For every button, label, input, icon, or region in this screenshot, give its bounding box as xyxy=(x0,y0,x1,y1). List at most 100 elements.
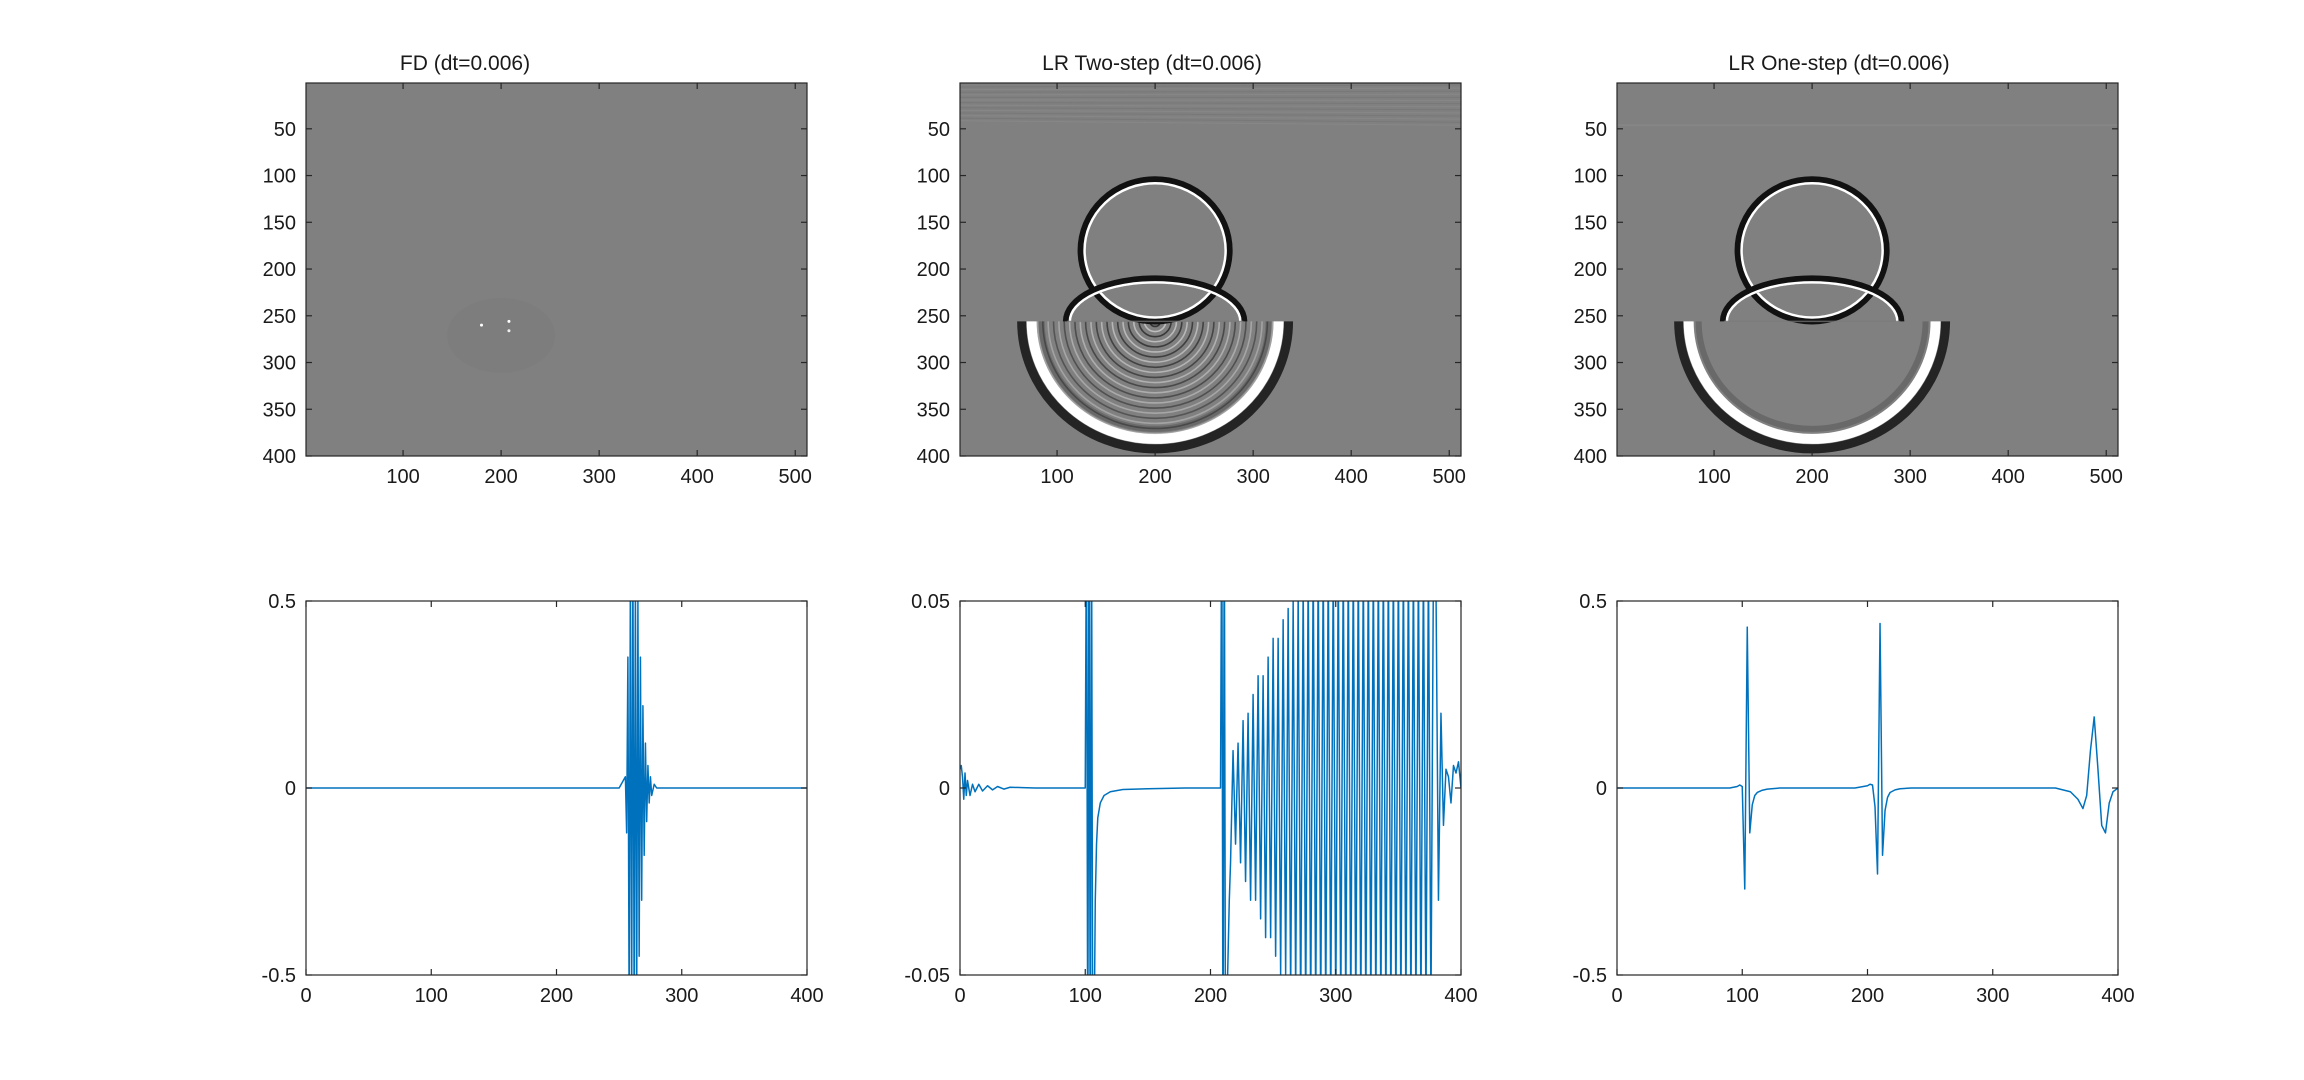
panel-lr-one-step-wavefield: LR One-step (dt=0.006) 100 200 300 400 500 50… xyxy=(1574,52,2123,488)
striation-artifact xyxy=(960,90,1461,93)
x-tick-label: 400 xyxy=(1992,466,2025,488)
dispersion-ring xyxy=(1127,321,1183,348)
y-tick-label: 200 xyxy=(917,259,950,281)
x-tick-label: 0 xyxy=(1611,985,1622,1007)
x-tick-label: 200 xyxy=(1194,985,1227,1007)
y-tick-label: 100 xyxy=(263,166,296,188)
y-tick-label: -0.05 xyxy=(904,965,950,987)
x-tick-label: 300 xyxy=(582,466,615,488)
direct-wavefront-dark xyxy=(1062,275,1248,322)
striation-artifact xyxy=(960,107,1461,111)
striation-artifact xyxy=(960,117,1461,123)
panel-title: FD (dt=0.006) xyxy=(400,52,530,75)
dispersion-ring xyxy=(1052,321,1258,419)
striation-artifact xyxy=(960,87,1461,91)
dispersion-ring xyxy=(1116,321,1194,358)
dispersion-ring xyxy=(1068,321,1242,404)
x-tick-label: 400 xyxy=(1444,985,1477,1007)
x-tick-label: 100 xyxy=(386,466,419,488)
lower-wavefront-bright xyxy=(1683,321,1941,444)
series-line xyxy=(306,601,807,975)
x-tick-label: 200 xyxy=(1795,466,1828,488)
y-tick-label: 300 xyxy=(1574,353,1607,375)
y-tick-label: 0 xyxy=(1596,778,1607,800)
panel-lr-one-step-trace: 0 100 200 300 400-0.500.5 xyxy=(1573,591,2135,1007)
x-tick-label: 500 xyxy=(1433,466,1466,488)
y-tick-label: 0.5 xyxy=(268,591,296,613)
x-tick-label: 0 xyxy=(954,985,965,1007)
y-tick-label: -0.5 xyxy=(262,965,296,987)
dispersion-ring xyxy=(1090,321,1221,384)
y-tick-label: 100 xyxy=(917,166,950,188)
heatmap-background xyxy=(960,83,1461,456)
panel-fd-wavefield: FD (dt=0.006) 100 200 300 400 500 50 100 150 200… xyxy=(263,52,812,488)
x-tick-label: 400 xyxy=(2101,985,2134,1007)
dispersion-ring xyxy=(1047,321,1263,424)
artifact-speck xyxy=(507,329,511,333)
x-tick-label: 400 xyxy=(1335,466,1368,488)
dispersion-ring xyxy=(1036,321,1274,435)
y-tick-label: 0 xyxy=(939,778,950,800)
striation-artifact xyxy=(960,104,1461,108)
x-tick-label: 500 xyxy=(779,466,812,488)
y-tick-label: 150 xyxy=(917,212,950,234)
y-tick-label: 250 xyxy=(917,306,950,328)
lower-wavefront-shadow xyxy=(1695,321,1929,432)
x-tick-label: 400 xyxy=(790,985,823,1007)
y-tick-label: -0.5 xyxy=(1573,965,1607,987)
dispersion-ring xyxy=(1143,321,1167,333)
y-tick-label: 250 xyxy=(1574,306,1607,328)
x-tick-label: 100 xyxy=(1697,466,1730,488)
dispersion-ring xyxy=(1058,321,1253,414)
lower-wavefront-dark xyxy=(1017,321,1294,453)
x-tick-label: 300 xyxy=(1976,985,2009,1007)
dispersion-ring xyxy=(1106,321,1205,368)
heatmap-background xyxy=(1617,83,2118,456)
y-tick-label: 100 xyxy=(1574,166,1607,188)
dispersion-ring xyxy=(1132,321,1178,343)
y-tick-label: 300 xyxy=(263,353,296,375)
x-tick-label: 100 xyxy=(1069,985,1102,1007)
y-tick-label: 400 xyxy=(1574,446,1607,468)
dispersion-ring xyxy=(1122,321,1188,353)
y-tick-label: 250 xyxy=(263,306,296,328)
series-line xyxy=(1617,622,2118,890)
x-tick-label: 200 xyxy=(484,466,517,488)
x-tick-label: 500 xyxy=(2090,466,2123,488)
x-tick-label: 200 xyxy=(540,985,573,1007)
direct-wavefront-dark xyxy=(1719,275,1905,322)
striation-artifact xyxy=(960,112,1461,117)
striation-artifact xyxy=(960,84,1461,88)
y-tick-label: 50 xyxy=(928,119,950,141)
y-tick-label: 200 xyxy=(1574,259,1607,281)
x-tick-label: 300 xyxy=(1319,985,1352,1007)
dispersion-ring xyxy=(1100,321,1210,373)
y-tick-label: 350 xyxy=(1574,399,1607,421)
x-tick-label: 400 xyxy=(681,466,714,488)
striation-artifact xyxy=(960,99,1461,101)
series-line xyxy=(960,601,1461,975)
striation-artifact xyxy=(960,115,1461,120)
dispersion-ring xyxy=(1138,321,1172,338)
y-tick-label: 400 xyxy=(263,446,296,468)
lower-wavefront-dark xyxy=(1674,321,1951,453)
dispersion-ring xyxy=(1111,321,1199,363)
y-tick-label: 350 xyxy=(917,399,950,421)
panel-title: LR One-step (dt=0.006) xyxy=(1728,52,1949,75)
y-tick-label: 200 xyxy=(263,259,296,281)
y-tick-label: 50 xyxy=(1585,119,1607,141)
x-tick-label: 300 xyxy=(1236,466,1269,488)
upper-wavefront-dark xyxy=(1077,176,1233,325)
y-tick-label: 400 xyxy=(917,446,950,468)
lower-wavefront-shadow xyxy=(1038,321,1272,432)
dispersion-ring xyxy=(1095,321,1215,378)
striation-artifact xyxy=(960,120,1461,126)
panel-title: LR Two-step (dt=0.006) xyxy=(1042,52,1262,75)
y-tick-label: 0 xyxy=(285,778,296,800)
dispersion-ring xyxy=(1084,321,1226,389)
lower-wavefront-bright xyxy=(1026,321,1284,444)
x-tick-label: 200 xyxy=(1138,466,1171,488)
x-tick-label: 0 xyxy=(300,985,311,1007)
y-tick-label: 0.05 xyxy=(911,591,950,613)
upper-wavefront-bright xyxy=(1740,181,1884,319)
